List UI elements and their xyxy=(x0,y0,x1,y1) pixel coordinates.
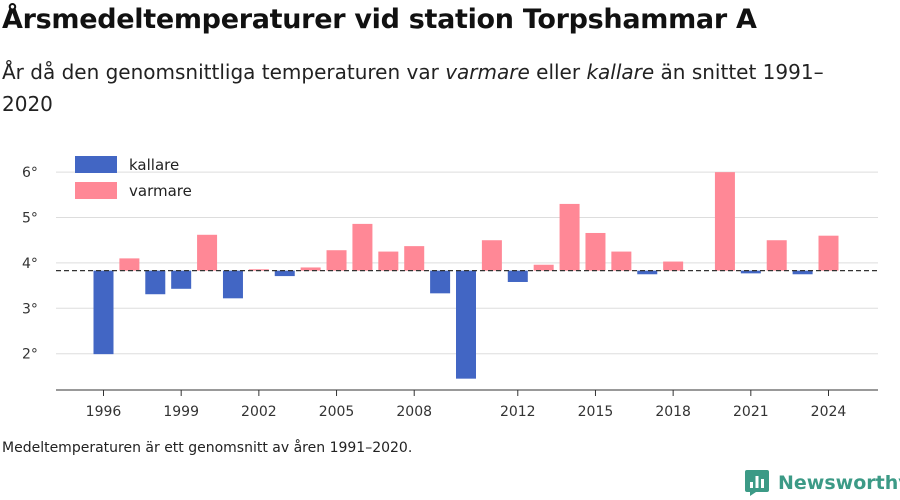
y-tick-label-5: 5° xyxy=(22,211,38,227)
legend-swatch-kallare xyxy=(75,156,117,173)
legend-swatch-varmare xyxy=(75,182,117,199)
bar-2022 xyxy=(766,240,787,271)
x-tick-label-2018: 2018 xyxy=(655,404,691,420)
subtitle-warm-word: varmare xyxy=(445,60,530,84)
x-tick-label-2008: 2008 xyxy=(396,404,432,420)
subtitle-text-2: eller xyxy=(529,60,587,84)
legend-label-varmare: varmare xyxy=(129,182,192,200)
bar-2024 xyxy=(818,235,839,271)
axes: 2° 3° 4° 5° 6° 1996 1999 2002 2005 2008 2012 2015 20… xyxy=(22,165,878,420)
x-tick-label-2015: 2015 xyxy=(578,404,614,420)
bar-2009 xyxy=(430,270,451,294)
chart-subtitle: År då den genomsnittliga temperaturen va… xyxy=(2,56,842,120)
bar-1997 xyxy=(119,258,140,271)
temperature-bar-chart: 2° 3° 4° 5° 6° 1996 1999 2002 2005 2008 2012 2015 20… xyxy=(22,156,878,420)
bar-2005 xyxy=(326,250,347,271)
subtitle-text-1: År då den genomsnittliga temperaturen va… xyxy=(2,60,446,84)
newsworthy-logo: Newsworthy xyxy=(744,468,900,498)
bar-2013 xyxy=(533,264,554,271)
bar-2004 xyxy=(300,267,321,271)
bar-2000 xyxy=(197,234,218,271)
x-tick-label-2002: 2002 xyxy=(241,404,277,420)
y-tick-label-4: 4° xyxy=(22,256,38,272)
bar-2017 xyxy=(637,270,658,275)
bars xyxy=(93,172,839,379)
bar-2010 xyxy=(456,270,476,379)
bar-2021 xyxy=(740,270,761,274)
subtitle-text-3: än snittet 1991–2020 xyxy=(2,60,824,116)
bar-2014 xyxy=(559,203,580,271)
brand-name: Newsworthy xyxy=(778,472,900,494)
y-tick-label-6: 6° xyxy=(22,165,38,181)
bar-1999 xyxy=(171,270,192,289)
bar-2011 xyxy=(481,240,502,271)
newsworthy-logo-icon xyxy=(745,470,769,496)
x-tick-label-1999: 1999 xyxy=(163,404,199,420)
bar-2008 xyxy=(404,246,425,271)
legend-label-kallare: kallare xyxy=(129,156,179,174)
bar-2012 xyxy=(507,270,528,282)
bar-1998 xyxy=(145,270,166,295)
bar-2023 xyxy=(792,270,813,275)
x-tick-label-1996: 1996 xyxy=(86,404,122,420)
chart-title: Årsmedeltemperaturer vid station Torpsha… xyxy=(2,4,757,35)
subtitle-cold-word: kallare xyxy=(586,60,655,84)
x-tick-label-2012: 2012 xyxy=(500,404,536,420)
bar-1996 xyxy=(93,270,114,355)
footnote: Medeltemperaturen är ett genomsnitt av å… xyxy=(2,440,413,456)
bar-2001 xyxy=(222,270,243,299)
bar-2018 xyxy=(663,261,684,271)
x-tick-label-2005: 2005 xyxy=(319,404,355,420)
y-tick-label-3: 3° xyxy=(22,301,38,317)
bar-2015 xyxy=(585,232,606,271)
bar-2003 xyxy=(274,270,295,277)
bar-2016 xyxy=(611,251,632,271)
bar-2020 xyxy=(714,172,735,271)
bar-2007 xyxy=(378,251,399,271)
x-tick-label-2021: 2021 xyxy=(733,404,769,420)
legend: kallare varmare xyxy=(75,156,192,200)
bar-2002 xyxy=(248,269,269,271)
x-tick-label-2024: 2024 xyxy=(811,404,847,420)
y-tick-label-2: 2° xyxy=(22,347,38,363)
bar-2006 xyxy=(352,223,373,271)
